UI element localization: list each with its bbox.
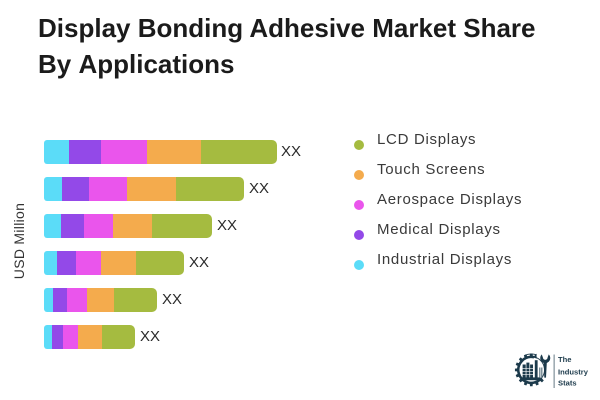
svg-text:The: The: [558, 355, 572, 364]
svg-text:Stats: Stats: [558, 379, 577, 388]
svg-text:Industry: Industry: [558, 367, 589, 376]
